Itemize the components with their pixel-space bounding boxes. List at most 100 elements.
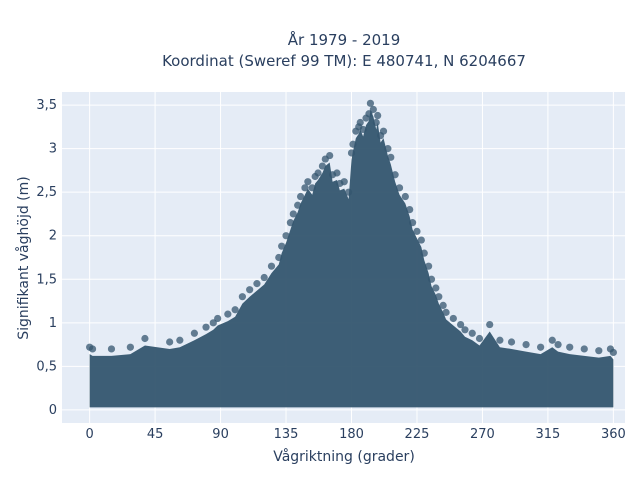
data-point [496, 336, 504, 344]
data-point [366, 99, 375, 107]
data-point [340, 178, 348, 186]
data-point [595, 347, 603, 355]
data-point [318, 162, 327, 170]
data-point [486, 320, 494, 329]
y-tick-label: 2,5 [36, 185, 57, 200]
x-tick-label: 360 [601, 427, 626, 442]
data-point [554, 341, 562, 349]
data-point [395, 184, 404, 192]
data-point [260, 273, 268, 282]
data-point [365, 110, 373, 118]
data-point [88, 345, 97, 353]
x-tick-labels: 0 45 90 135 180 225 270 315 360 [86, 427, 626, 442]
data-point [166, 338, 174, 346]
chart-subtitle: Koordinat (Sweref 99 TM): E 480741, N 62… [162, 52, 526, 70]
data-point [275, 253, 283, 262]
data-point [442, 308, 450, 316]
data-point [176, 336, 184, 344]
chart-title: År 1979 - 2019 [288, 30, 401, 49]
data-point [609, 348, 617, 357]
x-tick-label: 225 [405, 427, 430, 442]
data-point [190, 329, 198, 337]
data-point [267, 262, 276, 270]
data-point [425, 262, 433, 270]
point-cloud-fill [89, 110, 614, 408]
y-tick-label: 2 [49, 229, 57, 244]
x-tick-label: 45 [147, 427, 164, 442]
data-point [379, 127, 388, 135]
x-tick-label: 315 [535, 427, 560, 442]
data-point [301, 184, 309, 192]
data-point [566, 343, 574, 351]
data-point [286, 219, 295, 227]
y-axis-label: Signifikant våghöjd (m) [15, 176, 32, 339]
data-point [374, 111, 382, 120]
data-point [278, 242, 286, 250]
data-point [439, 301, 447, 310]
data-point [391, 171, 399, 179]
data-point [231, 306, 239, 314]
data-point [326, 151, 334, 160]
data-point [409, 219, 417, 227]
data-point [522, 341, 530, 349]
data-point [417, 236, 425, 244]
data-point [449, 314, 457, 323]
data-point [384, 145, 392, 153]
data-point [296, 192, 305, 201]
data-point [246, 286, 254, 294]
x-tick-label: 90 [212, 427, 229, 442]
data-point [461, 326, 469, 334]
data-point [420, 249, 428, 257]
y-tick-label: 0,5 [36, 359, 57, 374]
data-point [432, 284, 440, 292]
data-point [457, 320, 465, 329]
data-point [369, 105, 377, 114]
y-tick-labels: 0 0,5 1 1,5 2 2,5 3 3,5 [36, 98, 57, 418]
data-point [344, 188, 353, 196]
y-tick-label: 1 [49, 316, 57, 331]
data-point [333, 169, 341, 177]
data-point [289, 210, 297, 218]
data-point [282, 232, 290, 240]
data-point [209, 319, 217, 327]
data-point [548, 336, 556, 344]
y-tick-label: 0 [49, 403, 57, 418]
data-point [401, 192, 409, 201]
x-tick-label: 0 [86, 427, 94, 442]
data-point [468, 329, 476, 337]
x-axis-label: Vågriktning (grader) [273, 448, 415, 465]
data-point [359, 125, 367, 134]
data-point [507, 338, 516, 346]
data-point [314, 169, 322, 177]
data-point [537, 343, 545, 351]
data-point [224, 310, 232, 318]
data-point [413, 227, 421, 235]
data-point [406, 205, 414, 214]
data-point [107, 345, 116, 353]
y-tick-label: 3 [49, 142, 57, 157]
data-point [214, 314, 222, 323]
data-point [253, 280, 261, 288]
data-point [238, 293, 246, 301]
data-point [356, 118, 364, 127]
data-point [580, 345, 588, 353]
x-tick-label: 135 [274, 427, 299, 442]
data-point [435, 293, 443, 301]
data-point [372, 118, 380, 127]
x-tick-label: 180 [339, 427, 364, 442]
data-point [427, 275, 436, 283]
data-point [387, 153, 395, 161]
x-tick-label: 270 [470, 427, 495, 442]
y-tick-label: 3,5 [36, 98, 57, 113]
data-points [86, 99, 617, 357]
y-tick-label: 1,5 [36, 272, 57, 287]
data-point [347, 149, 356, 157]
data-point [202, 323, 210, 331]
point-cloud [89, 110, 614, 408]
data-point [349, 140, 357, 148]
data-point [141, 334, 149, 343]
data-point [304, 178, 312, 186]
data-point [126, 343, 134, 351]
